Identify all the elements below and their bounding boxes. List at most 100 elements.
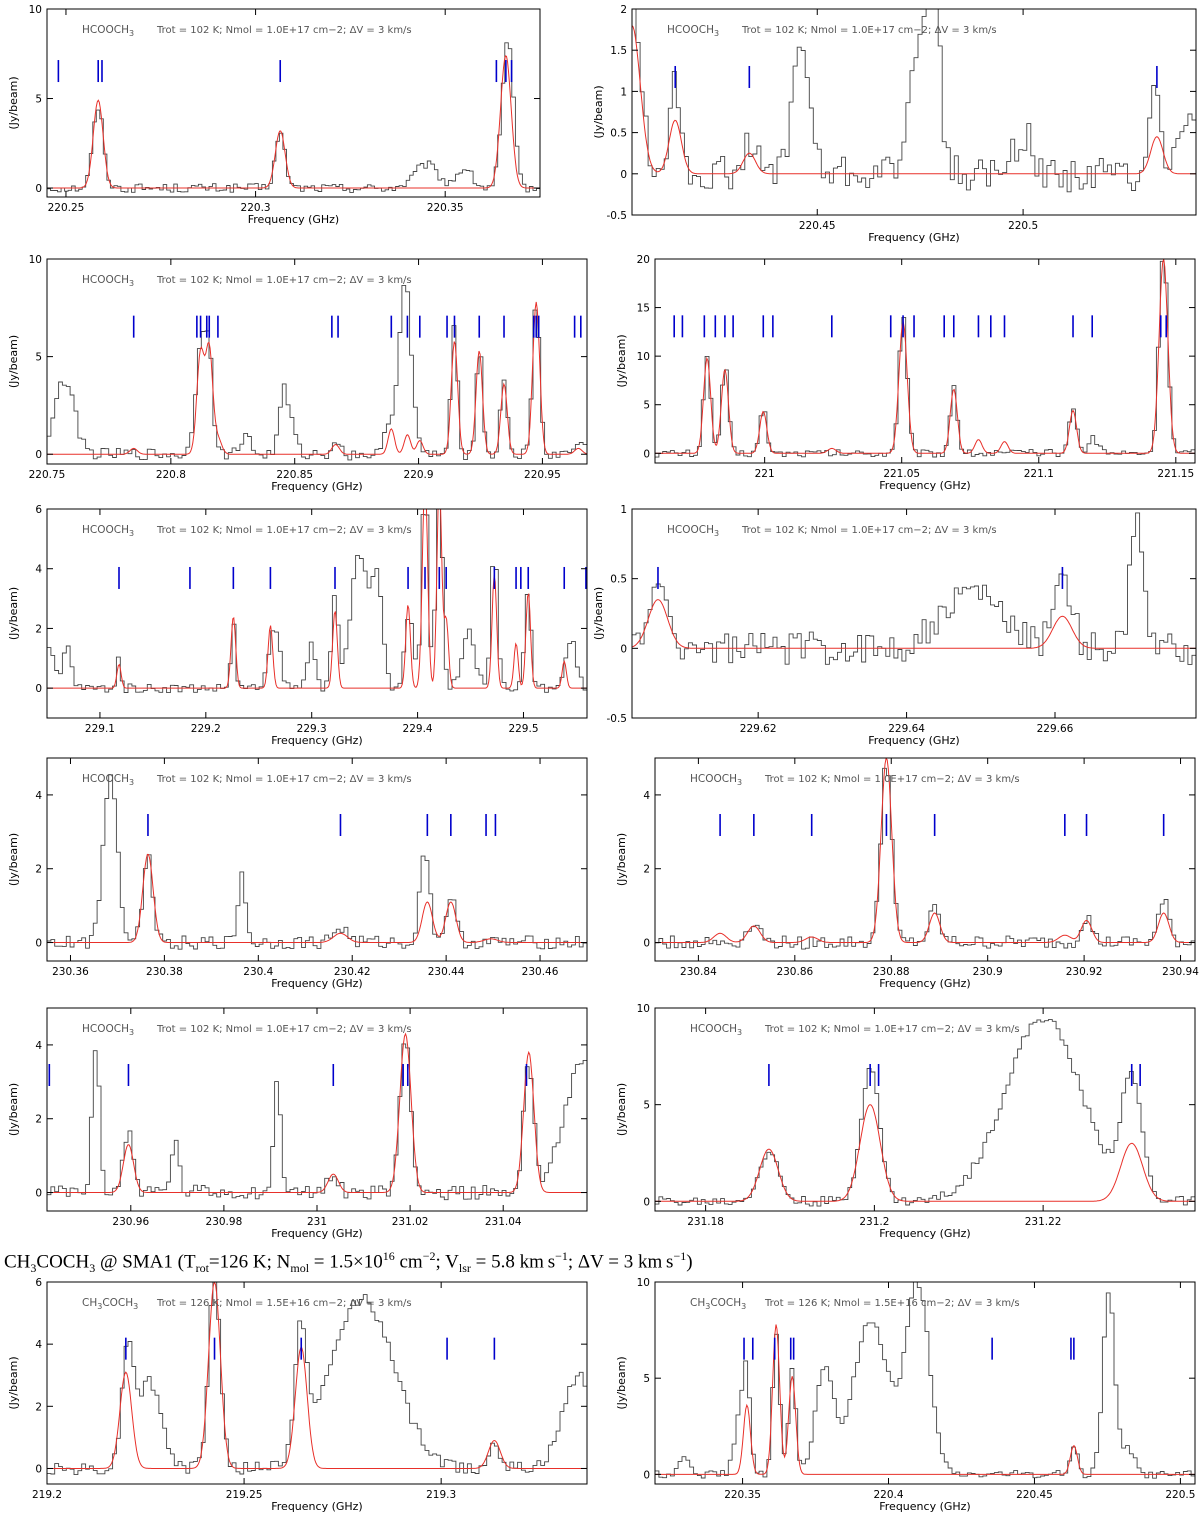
- x-tick-label: 229.2: [191, 723, 221, 735]
- x-tick-label: 221.15: [1157, 468, 1194, 480]
- y-axis-label: (Jy/beam): [592, 587, 605, 640]
- y-tick-label: 5: [643, 1100, 650, 1112]
- x-tick-label: 230.94: [1162, 966, 1199, 978]
- spectrum-panel-11: 219.2 219.25 219.3 0 2 4 6 Frequency (GHz) (Jy/b…: [7, 1277, 588, 1513]
- y-tick-label: 1: [620, 86, 627, 98]
- x-tick-label: 230.9: [973, 966, 1003, 978]
- model-spectrum: [47, 509, 587, 689]
- x-axis-label: Frequency (GHz): [868, 734, 959, 747]
- molecule-label: HCOOCH3: [690, 773, 742, 787]
- observed-spectrum: [47, 1043, 587, 1201]
- parameters-label: Trot = 102 K; Nmol = 1.0E+17 cm−2; ΔV = …: [741, 25, 997, 36]
- y-tick-label: 2: [643, 864, 650, 876]
- plot-frame: [46, 8, 541, 198]
- x-axis-label: Frequency (GHz): [879, 1227, 970, 1240]
- x-tick-label: 229.5: [508, 723, 538, 735]
- x-axis-label: Frequency (GHz): [271, 734, 362, 747]
- y-tick-label: 5: [35, 352, 42, 364]
- x-tick-label: 229.66: [1037, 723, 1074, 735]
- y-tick-label: 0.5: [610, 128, 627, 140]
- model-spectrum: [655, 1104, 1195, 1202]
- spectrum-panel-6: 229.62 229.64 229.66 -0.5 0 0.5 1 Frequency (GH…: [592, 504, 1197, 747]
- y-axis-label: (Jy/beam): [615, 833, 628, 886]
- spectrum-panel-2: 220.45 220.5 -0.5 0 0.5 1 1.5 2 Frequency (GHz) (…: [592, 4, 1197, 244]
- observed-spectrum: [47, 284, 587, 461]
- x-tick-label: 231: [307, 1216, 327, 1228]
- y-tick-label: 4: [35, 790, 42, 802]
- y-tick-label: 4: [35, 564, 42, 576]
- parameters-label: Trot = 126 K; Nmol = 1.5E+16 cm−2; ΔV = …: [764, 1298, 1020, 1309]
- section-caption: CH3COCH3 @ SMA1 (Trot=126 K; Nmol = 1.5×…: [4, 1249, 693, 1276]
- spectrum-panel-1: 220.25 220.3 220.35 0 5 10 Frequency (GHz) (Jy/…: [7, 4, 541, 226]
- y-tick-label: 0: [620, 169, 627, 181]
- x-tick-label: 229.3: [297, 723, 327, 735]
- x-tick-label: 230.36: [52, 966, 89, 978]
- molecule-label: HCOOCH3: [667, 24, 719, 38]
- x-tick-label: 220.75: [29, 469, 66, 481]
- parameters-label: Trot = 102 K; Nmol = 1.0E+17 cm−2; ΔV = …: [156, 25, 412, 36]
- x-tick-label: 229.1: [85, 723, 115, 735]
- x-tick-label: 230.44: [428, 966, 465, 978]
- x-tick-label: 220.85: [276, 469, 313, 481]
- y-tick-label: 4: [35, 1339, 42, 1351]
- x-tick-label: 229.62: [740, 723, 777, 735]
- spectrum-panel-9: 230.96 230.98 231 231.02 231.04 0 2 4 Frequency …: [7, 1007, 588, 1240]
- x-tick-label: 221.05: [883, 468, 920, 480]
- y-tick-label: 5: [35, 94, 42, 106]
- plot-frame: [46, 508, 588, 719]
- y-axis-label: (Jy/beam): [615, 1083, 628, 1136]
- parameters-label: Trot = 102 K; Nmol = 1.0E+17 cm−2; ΔV = …: [156, 774, 412, 785]
- observed-spectrum: [655, 1282, 1195, 1479]
- x-tick-label: 220.45: [799, 220, 836, 232]
- plot-frame: [654, 258, 1196, 464]
- x-tick-label: 231.02: [392, 1216, 429, 1228]
- x-axis-label: Frequency (GHz): [248, 213, 339, 226]
- y-tick-label: 10: [637, 351, 650, 363]
- y-tick-label: 10: [637, 1277, 650, 1289]
- x-axis-label: Frequency (GHz): [879, 479, 970, 492]
- parameters-label: Trot = 102 K; Nmol = 1.0E+17 cm−2; ΔV = …: [156, 1024, 412, 1035]
- x-axis-label: Frequency (GHz): [271, 1500, 362, 1513]
- y-axis-label: (Jy/beam): [7, 833, 20, 886]
- x-tick-label: 230.38: [146, 966, 183, 978]
- parameters-label: Trot = 102 K; Nmol = 1.0E+17 cm−2; ΔV = …: [156, 525, 412, 536]
- y-axis-label: (Jy/beam): [7, 76, 20, 129]
- x-tick-label: 220.5: [1165, 1489, 1195, 1501]
- y-tick-label: 0: [35, 938, 42, 950]
- x-tick-label: 230.46: [522, 966, 559, 978]
- y-axis-label: (Jy/beam): [7, 587, 20, 640]
- x-tick-label: 220.45: [1016, 1489, 1053, 1501]
- y-tick-label: 6: [35, 504, 42, 516]
- y-tick-label: 0: [643, 938, 650, 950]
- spectrum-panel-8: 230.84 230.86 230.88 230.9 230.92 230.94 0 2 4 Fr…: [615, 757, 1199, 990]
- x-tick-label: 221: [755, 468, 775, 480]
- parameters-label: Trot = 102 K; Nmol = 1.0E+17 cm−2; ΔV = …: [764, 774, 1020, 785]
- observed-spectrum: [655, 260, 1195, 458]
- x-tick-label: 219.25: [226, 1489, 263, 1501]
- x-tick-label: 219.3: [426, 1489, 456, 1501]
- x-axis-label: Frequency (GHz): [271, 977, 362, 990]
- observed-spectrum: [47, 1282, 587, 1476]
- x-axis-label: Frequency (GHz): [879, 977, 970, 990]
- molecule-label: HCOOCH3: [82, 773, 134, 787]
- molecule-label: HCOOCH3: [82, 1023, 134, 1037]
- y-tick-label: 10: [637, 1003, 650, 1015]
- y-tick-label: -0.5: [607, 210, 628, 222]
- model-spectrum: [655, 259, 1195, 454]
- x-tick-label: 231.2: [859, 1216, 889, 1228]
- x-axis-label: Frequency (GHz): [271, 480, 362, 493]
- plot-frame: [46, 1281, 588, 1485]
- model-spectrum: [655, 1324, 1195, 1475]
- model-spectrum: [632, 25, 1196, 175]
- y-tick-label: 0: [643, 1469, 650, 1481]
- x-tick-label: 230.96: [112, 1216, 149, 1228]
- y-tick-label: 2: [620, 4, 627, 16]
- x-tick-label: 231.04: [485, 1216, 522, 1228]
- y-tick-label: 4: [643, 790, 650, 802]
- spectrum-panel-4: 221 221.05 221.1 221.15 0 5 10 15 20 Frequency (G…: [615, 254, 1196, 492]
- x-tick-label: 220.35: [427, 202, 464, 214]
- spectrum-panel-12: 220.35 220.4 220.45 220.5 0 5 10 Frequency (GHz…: [615, 1277, 1196, 1513]
- y-tick-label: 0: [620, 643, 627, 655]
- x-tick-label: 230.92: [1066, 966, 1103, 978]
